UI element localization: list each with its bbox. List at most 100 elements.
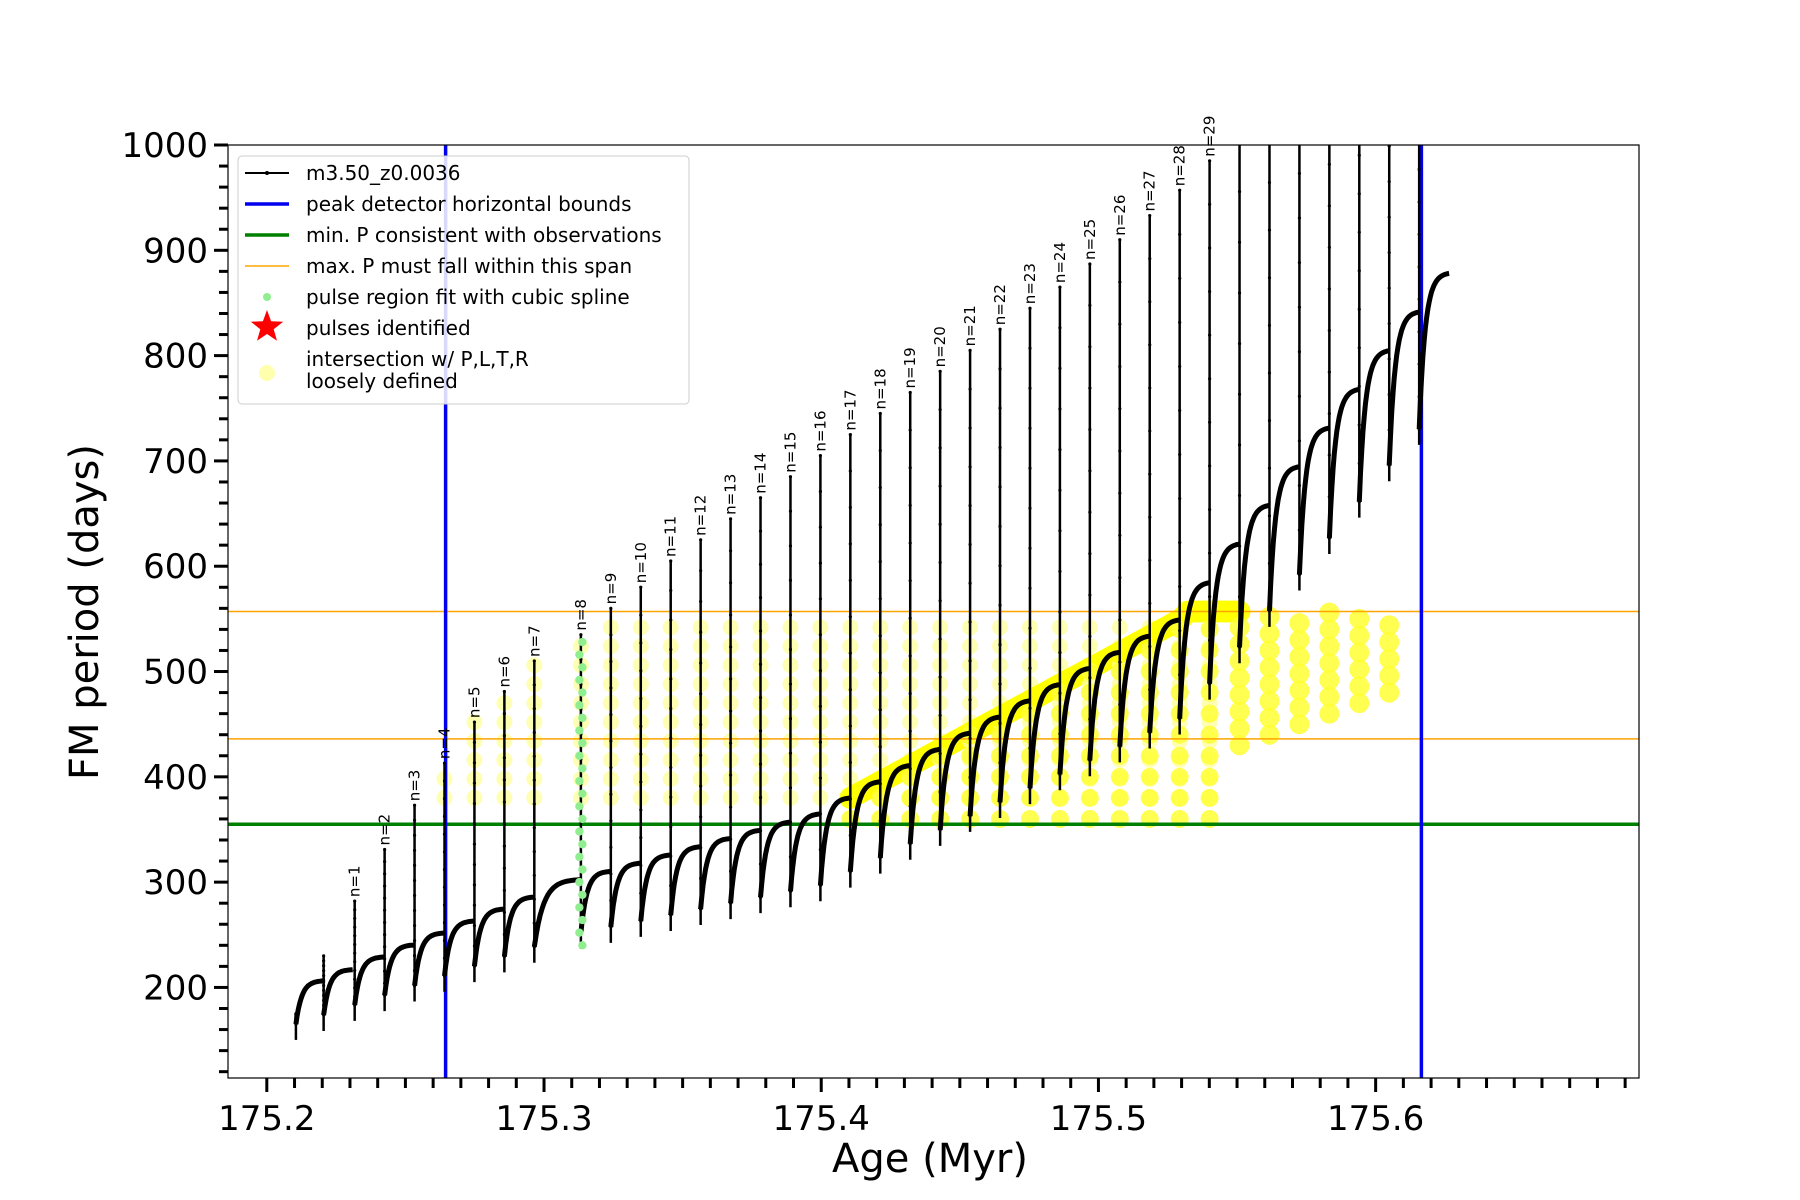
model-point	[442, 850, 447, 854]
model-point	[998, 603, 1002, 607]
model-point	[728, 645, 733, 649]
spline-point	[575, 802, 584, 811]
intersection-point-dense	[1349, 642, 1370, 663]
model-point	[1297, 394, 1302, 398]
pulse-label: n=15	[781, 432, 799, 473]
model-curve	[352, 954, 385, 1006]
model-point	[699, 569, 703, 573]
x-tick-label: 175.3	[495, 1099, 592, 1139]
spline-point	[575, 776, 584, 786]
model-point	[968, 542, 972, 547]
model-point	[728, 869, 733, 873]
model-point	[1357, 346, 1361, 350]
model-point	[938, 522, 942, 526]
intersection-point-dense	[1319, 636, 1340, 657]
model-point	[353, 977, 357, 981]
model-point	[848, 651, 852, 655]
model-curve	[877, 763, 911, 859]
model-point	[848, 542, 852, 546]
model-point	[353, 899, 357, 903]
intersection-point-dense	[1200, 704, 1219, 723]
model-point	[788, 544, 793, 548]
model-point	[412, 893, 417, 898]
model-curve	[937, 730, 971, 831]
intersection-point-dense	[1050, 788, 1069, 807]
model-point	[1208, 464, 1212, 468]
model-point	[1148, 386, 1152, 390]
model-point	[669, 736, 673, 740]
spline-point	[578, 764, 587, 773]
model-point	[1118, 280, 1122, 284]
model-point	[472, 883, 477, 887]
intersection-point-dense	[1200, 788, 1219, 807]
pulse-label: n=17	[841, 389, 859, 430]
model-curve	[698, 836, 731, 910]
intersection-point-dense	[1289, 646, 1310, 667]
model-point	[472, 720, 477, 724]
model-point	[412, 818, 417, 822]
model-curve	[847, 779, 881, 872]
spline-point	[575, 751, 584, 760]
model-point	[1178, 320, 1182, 325]
y-tick-label: 1000	[121, 126, 208, 166]
model-point	[1267, 418, 1272, 423]
model-point	[908, 503, 912, 507]
model-curve	[1356, 348, 1390, 503]
model-point	[502, 712, 506, 716]
intersection-point-dense	[1319, 686, 1340, 707]
model-point	[788, 647, 793, 652]
model-point	[938, 484, 942, 488]
model-point	[1208, 507, 1212, 512]
model-point	[728, 741, 733, 745]
model-point	[1088, 303, 1092, 307]
model-point	[412, 803, 417, 807]
model-point	[1237, 493, 1242, 498]
model-point	[968, 698, 972, 702]
model-point	[353, 960, 357, 964]
intersection-point-dense	[1200, 725, 1219, 744]
legend-yellow-circle-icon	[259, 365, 275, 381]
model-point	[968, 348, 972, 352]
model-point	[968, 659, 972, 663]
model-point	[442, 779, 447, 783]
model-curve	[1177, 580, 1211, 719]
intersection-point-dense	[1259, 707, 1280, 728]
model-point	[968, 465, 972, 469]
model-point	[1387, 180, 1391, 184]
intersection-point-dense	[1140, 767, 1159, 786]
model-point	[699, 753, 703, 757]
legend-dot-model-icon	[265, 171, 269, 175]
model-point	[1058, 691, 1062, 695]
model-curve	[1087, 649, 1121, 761]
intersection-point-dense	[1349, 625, 1370, 646]
model-point	[878, 597, 882, 601]
model-point	[383, 920, 387, 925]
model-point	[878, 745, 882, 749]
spline-point	[578, 713, 587, 723]
model-point	[669, 647, 673, 652]
model-point	[1118, 618, 1122, 622]
spline-point	[575, 903, 584, 912]
model-point	[609, 686, 613, 690]
model-point	[1357, 230, 1361, 234]
model-point	[322, 954, 326, 958]
model-point	[1088, 634, 1092, 638]
model-point	[502, 866, 506, 870]
pulse-label: n=25	[1081, 219, 1099, 260]
model-point	[502, 910, 506, 915]
model-point	[1028, 426, 1032, 430]
model-point	[968, 504, 972, 508]
model-point	[383, 945, 387, 949]
model-point	[1208, 420, 1212, 424]
model-point	[532, 873, 536, 878]
model-point	[383, 908, 387, 912]
x-tick-label: 175.6	[1327, 1099, 1424, 1139]
model-point	[728, 773, 733, 777]
model-point	[938, 675, 942, 679]
model-point	[1028, 386, 1032, 390]
model-curve	[758, 819, 791, 898]
model-point	[472, 822, 477, 826]
model-point	[1178, 188, 1182, 192]
model-point	[878, 411, 882, 416]
model-point	[322, 988, 326, 993]
